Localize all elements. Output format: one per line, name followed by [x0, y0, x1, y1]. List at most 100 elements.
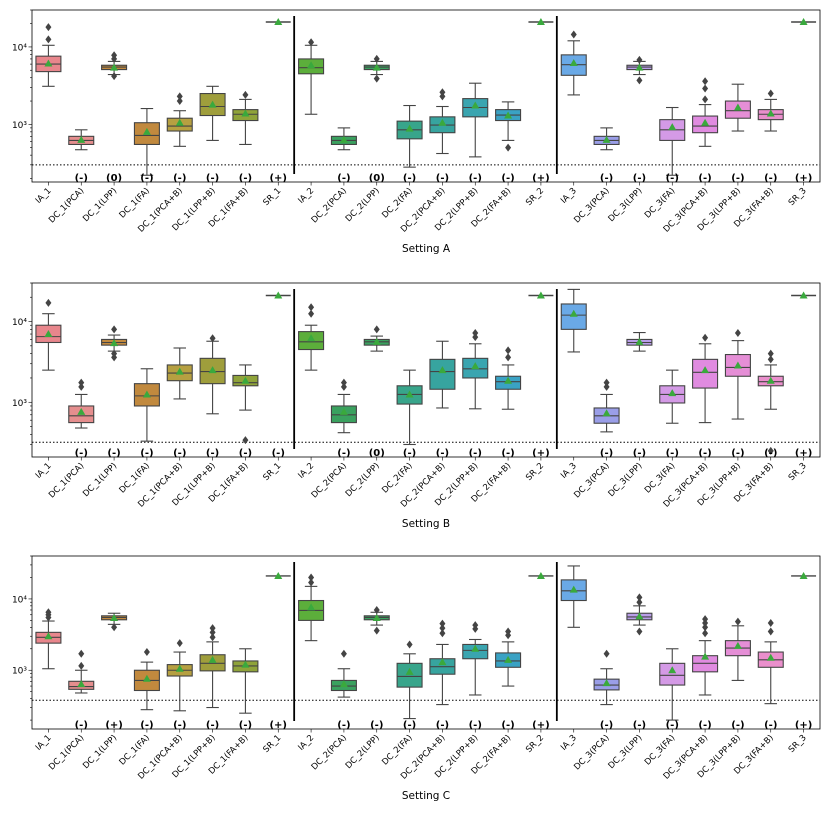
box-ia-2 [298, 573, 325, 642]
x-tick-label: DC_1(PCA) [47, 461, 86, 500]
significance-annotation: (-) [239, 720, 252, 731]
y-tick-label: 10⁴ [12, 43, 27, 53]
significance-annotation: (-) [666, 720, 679, 731]
box-dc-3-pca- [593, 127, 620, 151]
box-dc-1-pca-b- [166, 639, 193, 712]
mean-marker [44, 330, 53, 338]
x-tick-label: DC_1(LPP) [81, 733, 119, 771]
mean-marker [241, 109, 250, 117]
outlier-point [308, 38, 315, 47]
significance-annotation: (-) [764, 173, 777, 184]
x-tick-label: DC_2(FA) [380, 461, 414, 495]
significance-annotation: (-) [75, 448, 88, 459]
mean-marker [405, 390, 414, 398]
mean-marker [536, 571, 545, 579]
mean-marker [339, 680, 348, 688]
outlier-point [45, 23, 52, 32]
box-sr-2 [528, 291, 554, 299]
outlier-point [308, 578, 315, 587]
outlier-point [209, 334, 216, 343]
significance-annotation: (-) [337, 720, 350, 731]
significance-annotation: (-) [173, 173, 186, 184]
box-dc-2-fa- [396, 640, 423, 720]
outlier-point [111, 349, 118, 358]
box-dc-2-pca- [330, 649, 357, 698]
panel-2: 10³ 10⁴ IA_1 (-) DC_1(PCA) (-) DC_1(LPP) (-) DC_… [12, 282, 821, 530]
mean-marker [208, 655, 217, 663]
mean-marker [405, 667, 414, 675]
outlier-point [767, 349, 774, 358]
outlier-point [472, 329, 479, 338]
x-tick-label: SR_1 [261, 186, 283, 208]
x-tick-label: DC_3(PCA) [572, 186, 611, 225]
significance-annotation: (-) [403, 720, 416, 731]
significance-annotation: (-) [698, 448, 711, 459]
x-tick-label: IA_3 [559, 733, 579, 753]
mean-marker [471, 644, 480, 652]
outlier-point [209, 628, 216, 637]
outlier-point [702, 615, 709, 624]
mean-marker [668, 123, 677, 131]
axes-frame [31, 282, 821, 458]
mean-marker [77, 407, 86, 415]
outlier-point [570, 30, 577, 39]
outlier-point [734, 329, 741, 338]
outlier-point [209, 633, 216, 642]
box-dc-1-lpp-b- [199, 85, 226, 141]
x-tick-label: DC_3(LPP) [607, 186, 645, 224]
box-dc-1-lpp- [101, 325, 128, 362]
outlier-point [505, 627, 512, 636]
box-dc-3-lpp-b- [724, 329, 751, 420]
box-dc-3-lpp-b- [724, 617, 751, 681]
x-tick-label: SR_2 [524, 461, 546, 483]
significance-annotation: (+) [532, 173, 550, 184]
significance-annotation: (-) [370, 720, 383, 731]
outlier-point [373, 74, 380, 83]
box-dc-2-fa- [396, 104, 423, 168]
outlier-point [767, 618, 774, 627]
mean-marker [175, 367, 184, 375]
mean-marker [569, 309, 578, 317]
x-tick-label: DC_1(FA) [118, 461, 152, 495]
significance-annotation: (-) [633, 173, 646, 184]
outlier-point [636, 627, 643, 636]
box-dc-1-fa-b- [232, 364, 259, 445]
mean-marker [799, 291, 808, 299]
mean-marker [110, 614, 119, 622]
box-dc-1-pca-b- [166, 92, 193, 147]
significance-annotation: (+) [269, 173, 287, 184]
mean-marker [241, 660, 250, 668]
significance-annotation: (-) [206, 720, 219, 731]
panel-1: 10³ 10⁴ IA_1 (-) DC_1(PCA) (0) DC_1(LPP) (-) DC_… [12, 9, 821, 255]
mean-marker [274, 17, 283, 25]
box-dc-3-pca-b- [692, 333, 719, 424]
x-tick-label: IA_2 [296, 186, 316, 206]
x-tick-label: SR_3 [787, 461, 809, 483]
outlier-point [340, 378, 347, 387]
significance-annotation: (-) [501, 720, 514, 731]
mean-marker [438, 366, 447, 374]
x-tick-label: IA_1 [34, 186, 54, 206]
mean-marker [733, 103, 742, 111]
x-tick-label: DC_2(PCA) [310, 186, 349, 225]
mean-marker [701, 366, 710, 374]
box-ia-1 [35, 608, 62, 670]
x-tick-label: SR_2 [524, 733, 546, 755]
box-dc-2-lpp- [363, 605, 390, 635]
y-tick-label: 10³ [12, 121, 27, 131]
y-tick-label: 10⁴ [12, 318, 27, 328]
mean-marker [701, 652, 710, 660]
significance-annotation: (-) [731, 720, 744, 731]
significance-annotation: (+) [269, 720, 287, 731]
x-tick-label: DC_3(FA) [643, 461, 677, 495]
outlier-point [702, 333, 709, 342]
mean-marker [635, 612, 644, 620]
significance-annotation: (0) [369, 448, 385, 459]
box-dc-2-lpp-b- [462, 82, 489, 158]
outlier-point [78, 378, 85, 387]
mean-marker [766, 653, 775, 661]
box-dc-1-fa-b- [232, 90, 259, 145]
outlier-point [734, 617, 741, 626]
mean-marker [438, 118, 447, 126]
mean-marker [635, 63, 644, 71]
